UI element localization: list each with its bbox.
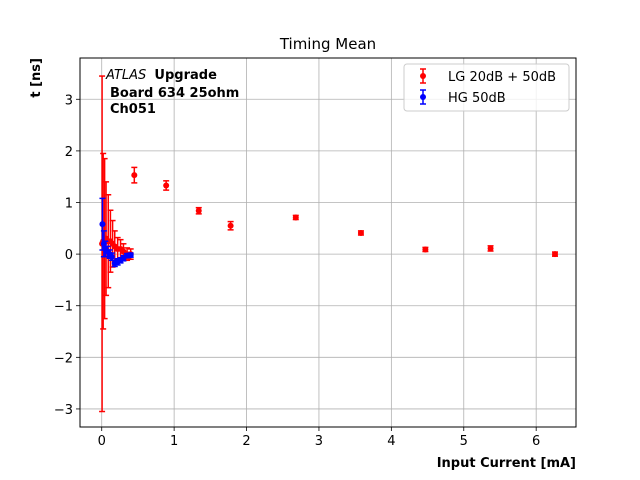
legend-label-lg: LG 20dB + 50dB (448, 70, 556, 85)
grid (80, 58, 576, 427)
data-point (127, 252, 134, 259)
board-label: Board 634 25ohm (110, 86, 239, 101)
svg-text:ATLAS Upgrade: ATLAS Upgrade (105, 68, 217, 83)
x-axis: 0 1 2 3 4 5 6 (98, 427, 540, 449)
x-tick-label: 0 (98, 434, 106, 449)
series-hg (99, 197, 134, 268)
x-tick-label: 3 (315, 434, 323, 449)
data-point (131, 172, 138, 179)
y-tick-label: 2 (65, 145, 73, 160)
y-tick-label: −2 (54, 351, 73, 366)
x-tick-label: 6 (532, 434, 540, 449)
legend-entry-lg: LG 20dB + 50dB (420, 68, 556, 85)
legend-label-hg: HG 50dB (448, 91, 506, 106)
data-point (357, 229, 364, 236)
y-tick-label: −1 (54, 300, 73, 315)
data-layer (99, 75, 559, 413)
legend-box (403, 63, 570, 112)
x-tick-label: 2 (242, 434, 250, 449)
data-point (108, 253, 115, 260)
atlas-label: ATLAS (105, 68, 146, 83)
y-axis-label: t [ns] (29, 58, 44, 98)
data-point (163, 182, 170, 189)
upgrade-label: Upgrade (154, 68, 217, 83)
data-point (99, 221, 106, 228)
legend-entry-hg: HG 50dB (420, 89, 506, 106)
atlas-annotation: ATLAS Upgrade Board 634 25ohm Ch051 (105, 68, 239, 117)
x-tick-label: 5 (460, 434, 468, 449)
legend-marker-hg (420, 94, 426, 100)
data-point (292, 214, 299, 221)
data-point (487, 245, 494, 252)
y-tick-label: −3 (54, 403, 73, 418)
y-axis: −3 −2 −1 0 1 2 3 (54, 93, 80, 418)
x-tick-label: 4 (387, 434, 395, 449)
y-tick-label: 0 (65, 248, 73, 263)
y-tick-label: 3 (65, 93, 73, 108)
x-axis-label: Input Current [mA] (437, 456, 576, 471)
chart-title: Timing Mean (279, 35, 376, 53)
plot-frame (79, 57, 577, 428)
y-tick-label: 1 (65, 197, 73, 212)
data-point (422, 246, 429, 253)
x-tick-label: 1 (170, 434, 178, 449)
legend: LG 20dB + 50dB HG 50dB (403, 63, 570, 112)
channel-label: Ch051 (110, 102, 156, 117)
legend-marker-lg (420, 73, 426, 79)
data-point (195, 207, 202, 214)
data-point (227, 222, 234, 229)
data-point (552, 251, 559, 258)
